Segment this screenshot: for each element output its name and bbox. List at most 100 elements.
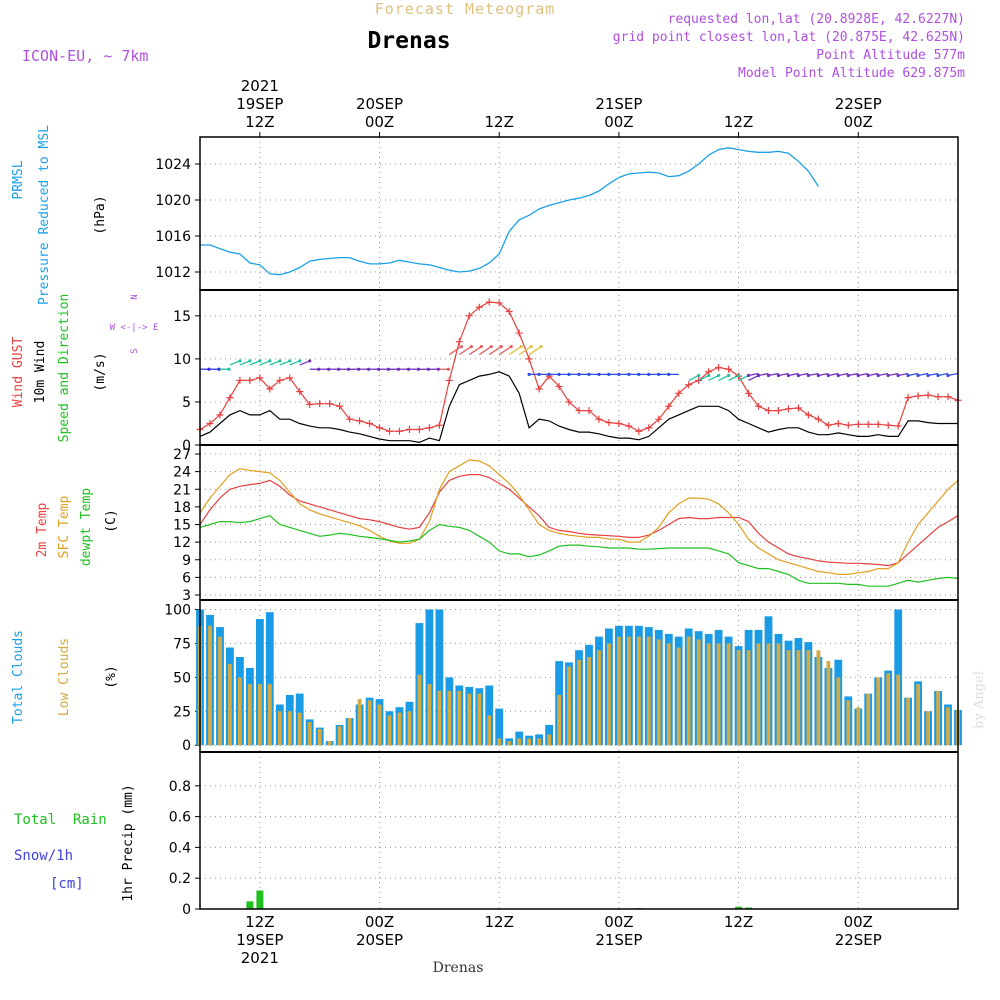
gust-marker (924, 391, 932, 399)
gust-marker (525, 355, 533, 363)
bottom-time-label: 12Z (245, 913, 274, 931)
sfc-label: SFC Temp (57, 496, 72, 559)
pressure-unit: (hPa) (93, 195, 108, 234)
low-cloud-bar (836, 677, 841, 746)
wind-dir-arrowhead (308, 359, 312, 363)
gust-marker (625, 422, 633, 430)
gust-marker (485, 298, 493, 306)
wind-dir-arrowhead (537, 372, 541, 376)
y-tick-label: 9 (182, 553, 191, 569)
wind-dir-arrow (947, 372, 959, 377)
wind-dir-arrowhead (587, 372, 591, 376)
gust-marker (755, 402, 763, 410)
wind-dir-arrowhead (366, 367, 371, 371)
wind-dir-arrow (279, 360, 291, 366)
y-tick-label: 25 (173, 704, 191, 720)
wind-dir-arrowhead (357, 367, 361, 371)
low-cloud-bar (567, 666, 571, 746)
cloud-labels: Total Clouds Low Clouds (%) (11, 630, 119, 724)
wind-dir-arrow (488, 346, 502, 356)
y-tick-label: 15 (173, 518, 191, 534)
gust-marker (356, 417, 364, 425)
low-cloud-bar (527, 738, 531, 746)
low-cloud-bar (627, 636, 631, 746)
wind-dir-arrowhead (906, 373, 910, 378)
low-cloud-bar (856, 707, 861, 746)
gust-marker (296, 388, 304, 396)
page-title: Drenas (367, 28, 450, 54)
gust-marker (784, 405, 792, 413)
gust-marker (555, 382, 563, 390)
wind-dir-arrowhead (298, 359, 302, 363)
low-cloud-bar (786, 650, 791, 746)
wind-dir-arrow (249, 360, 261, 366)
wind-dir-arrowhead (896, 373, 900, 378)
low-cloud-bar (906, 697, 910, 746)
gust-marker (336, 402, 344, 410)
wind-dir-arrow (738, 374, 749, 381)
wind-dir-arrowhead (258, 359, 262, 363)
low-cloud-bar (656, 639, 661, 746)
total-cloud-bar (256, 619, 264, 746)
wind-dir-arrowhead (627, 372, 631, 376)
compass-n: N (130, 294, 140, 299)
low-cloud-bar (716, 643, 721, 746)
y-tick-label: 6 (182, 570, 191, 586)
wind-dir-arrowhead (597, 372, 601, 376)
low-clouds-label: Low Clouds (57, 638, 72, 716)
top-time-label: 12Z (245, 113, 274, 131)
wind-dir-arrowhead (697, 373, 701, 378)
wind-speed-dir-label: Speed and Direction (57, 294, 72, 443)
wind-dir-arrowhead (459, 344, 463, 349)
low-cloud-bar (467, 693, 472, 746)
wind-dir-arrow (458, 346, 472, 356)
low-cloud-bar (477, 693, 482, 746)
wind-dir-arrowhead (416, 367, 421, 371)
gust-marker (565, 398, 573, 406)
wind-dir-arrowhead (288, 359, 292, 363)
point-altitude: Point Altitude 577m (816, 48, 965, 63)
wind-dir-arrow (907, 372, 919, 377)
gust-marker (515, 329, 523, 337)
gust-marker (505, 308, 513, 316)
gust-marker (236, 376, 244, 384)
wind-dir-arrow (888, 372, 899, 377)
wind-dir-arrowhead (278, 359, 282, 363)
low-cloud-bar (806, 650, 811, 746)
gust-marker (695, 376, 703, 384)
gust-marker (934, 393, 942, 401)
pressure-series-line (200, 147, 819, 276)
gust-marker (854, 420, 862, 428)
wind-dir-arrow (898, 372, 909, 377)
y-tick-label: 0.8 (169, 779, 191, 795)
wind-dir-arrow (708, 374, 719, 381)
wind-dir-arrowhead (347, 367, 351, 371)
compass-s: S (130, 348, 140, 353)
y-tick-label: 1024 (155, 157, 191, 173)
wind-dir-arrowhead (936, 373, 940, 378)
wind-series-line (199, 371, 958, 444)
top-time-label: 21SEP (595, 95, 642, 113)
low-cloud-bar (487, 715, 492, 746)
wind-dir-arrowhead (647, 372, 651, 376)
gust-marker (465, 312, 473, 320)
y-tick-label: 12 (173, 535, 191, 551)
low-cloud-bar (507, 741, 512, 746)
low-cloud-bar (228, 663, 232, 746)
wind-dir-arrowhead (527, 372, 531, 376)
gust-marker (585, 407, 593, 415)
low-cloud-bar (327, 741, 332, 746)
wind-dir-arrow (528, 346, 542, 356)
wind-dir-arrowhead (756, 373, 761, 378)
low-cloud-bar (517, 738, 522, 746)
sfc-series-line (199, 459, 959, 576)
wind-dir-arrow (498, 346, 512, 356)
gust-marker (575, 407, 583, 415)
gust-marker (655, 415, 663, 423)
requested-coords: requested lon,lat (20.8928E, 42.6227N) (668, 12, 965, 27)
gust-marker (635, 427, 643, 435)
y-tick-label: 0 (182, 738, 191, 754)
low-cloud-bar (367, 700, 372, 746)
wind-dir-arrow (269, 360, 281, 366)
